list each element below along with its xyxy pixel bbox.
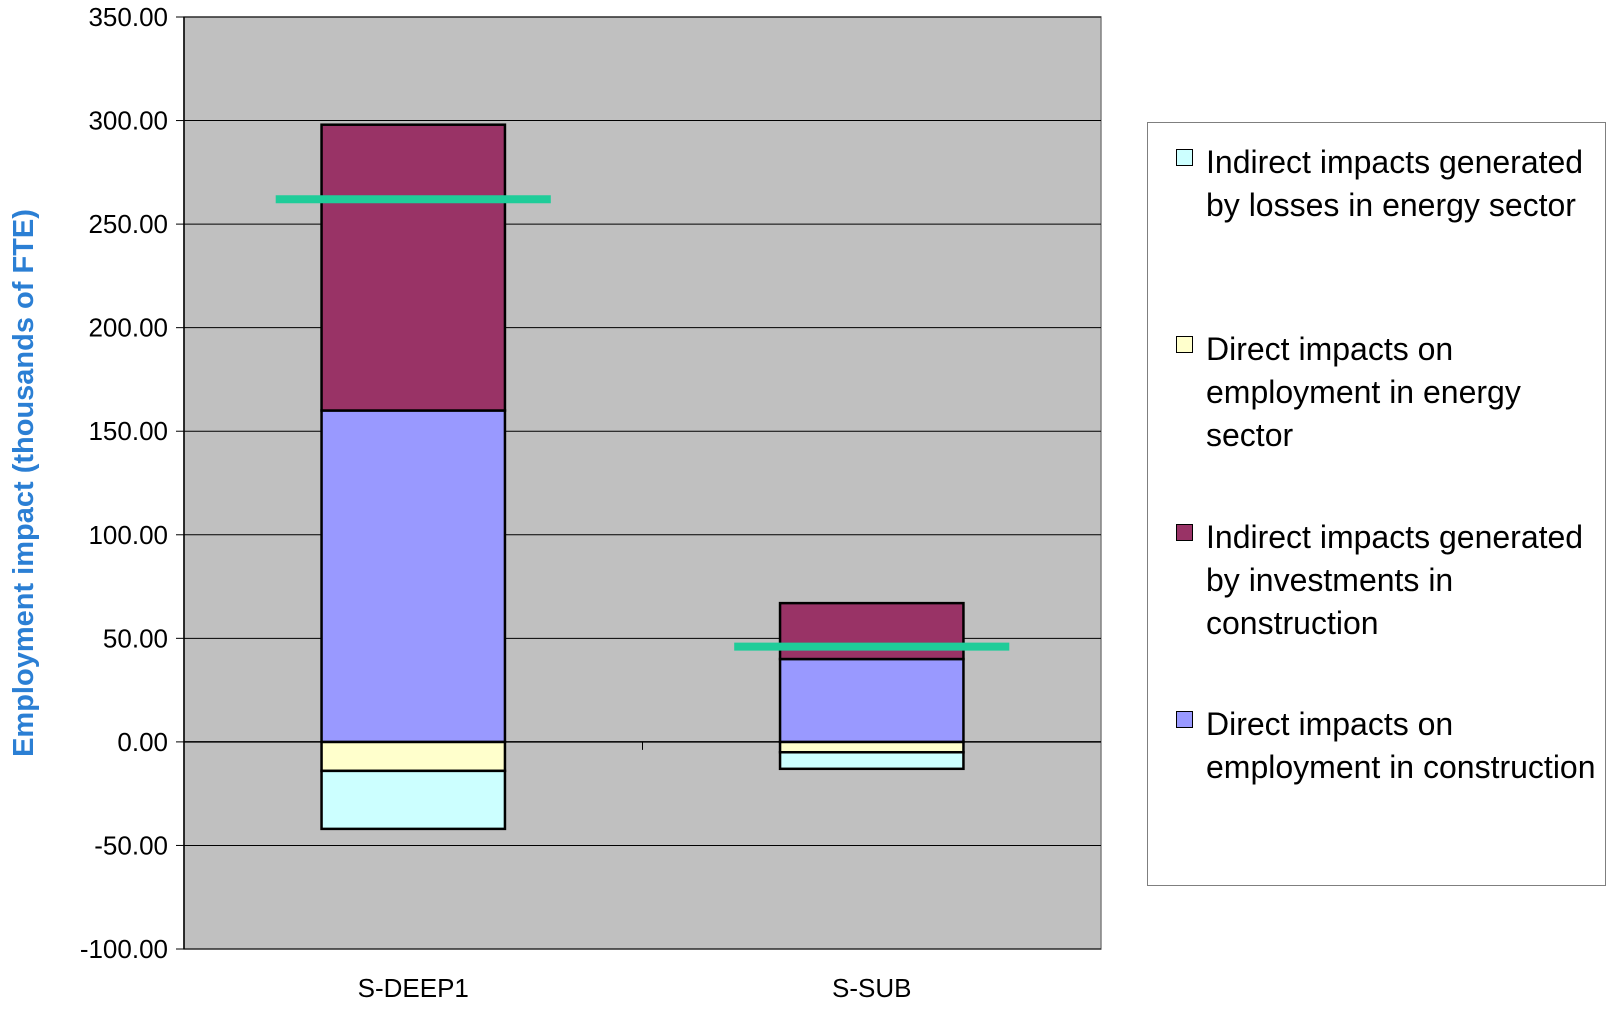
- x-tick-label-s-deep1: S-DEEP1: [358, 973, 469, 1003]
- y-tick-label: 350.00: [88, 2, 168, 32]
- legend-label-indirect-losses-energy: Indirect impacts generated by losses in …: [1206, 144, 1584, 223]
- bar-s-sub-series-1: [778, 740, 965, 754]
- y-tick-label: 150.00: [88, 416, 168, 446]
- legend-swatch-indirect-investments-construction: [1176, 524, 1193, 541]
- legend-swatch-direct-construction: [1176, 711, 1193, 728]
- x-tick-label-s-sub: S-SUB: [832, 973, 911, 1003]
- y-tick-label: 0.00: [117, 727, 168, 757]
- y-axis-label: Employment impact (thousands of FTE): [8, 209, 40, 757]
- bar-s-sub-series-3: [778, 657, 965, 744]
- y-tick-label: 300.00: [88, 106, 168, 136]
- y-tick-label: -100.00: [80, 934, 168, 964]
- y-tick-label: -50.00: [94, 830, 168, 860]
- legend-label-direct-energy: Direct impacts on employment in energy s…: [1206, 331, 1521, 453]
- bar-s-sub-series-0: [778, 750, 965, 771]
- legend: Indirect impacts generated by losses in …: [1147, 122, 1606, 886]
- bar-s-deep1-series-2: [320, 123, 507, 412]
- legend-swatch-indirect-losses-energy: [1176, 149, 1193, 166]
- bar-s-deep1-series-1: [320, 740, 507, 773]
- bar-s-deep1-series-3: [320, 409, 507, 744]
- bar-s-deep1-series-0: [320, 769, 507, 831]
- bar-s-sub-series-2: [778, 601, 965, 661]
- y-tick-label: 100.00: [88, 520, 168, 550]
- legend-swatch-direct-energy: [1176, 336, 1193, 353]
- y-tick-label: 50.00: [103, 623, 168, 653]
- legend-label-direct-construction: Direct impacts on employment in construc…: [1206, 706, 1596, 785]
- y-tick-label: 200.00: [88, 313, 168, 343]
- legend-label-indirect-investments-construction: Indirect impacts generated by investment…: [1206, 519, 1584, 641]
- y-tick-label: 250.00: [88, 209, 168, 239]
